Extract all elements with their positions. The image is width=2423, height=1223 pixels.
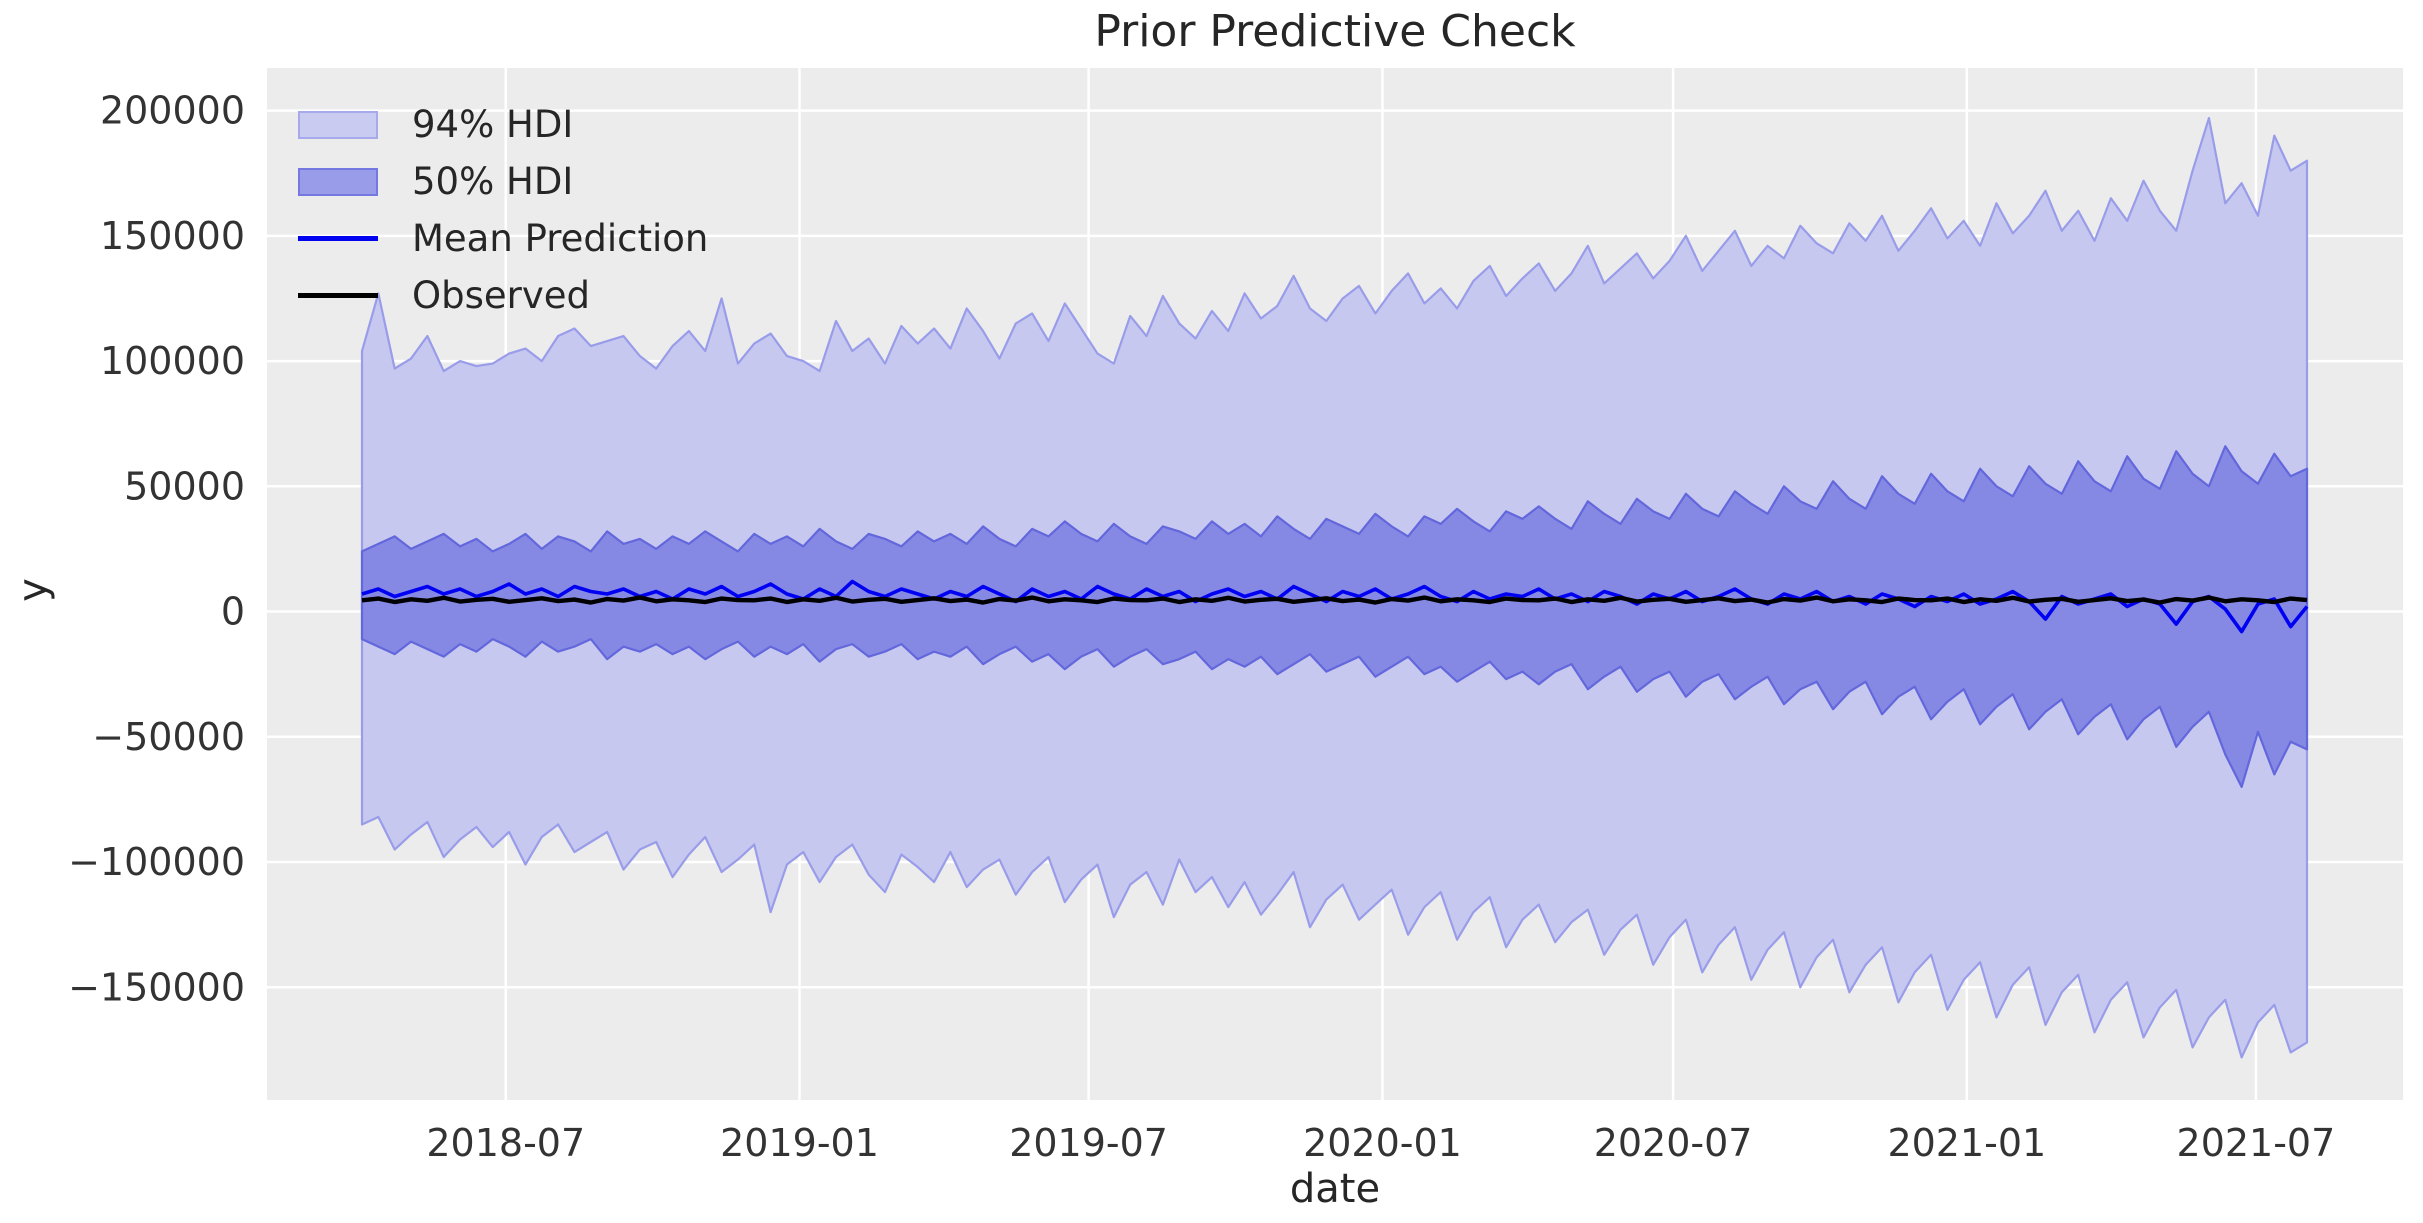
x-tick-label: 2021-07 [2177,1121,2336,1165]
y-tick-label: −50000 [92,715,245,759]
x-tick-label: 2020-01 [1303,1121,1462,1165]
legend-label: Mean Prediction [412,217,709,260]
y-tick-label: 0 [221,590,245,634]
page-title: Prior Predictive Check [1094,6,1576,57]
y-tick-label: 100000 [100,339,245,383]
legend-item-50-hdi: 50% HDI [298,153,708,210]
x-tick-label: 2018-07 [426,1121,585,1165]
observed-line-icon [298,293,378,298]
legend-item-94-hdi: 94% HDI [298,96,708,153]
y-tick-label: 50000 [124,464,245,508]
x-tick-label: 2019-01 [720,1121,879,1165]
hdi94-patch-icon [298,110,378,139]
x-tick-label: 2020-07 [1594,1121,1753,1165]
x-tick-label: 2021-01 [1887,1121,2046,1165]
observed-line [361,595,2308,605]
legend-label: Observed [412,274,591,317]
legend-label: 50% HDI [412,160,574,203]
hdi50-patch-icon [298,167,378,196]
legend-item-observed: Observed [298,267,708,324]
y-axis-label: y [10,578,56,602]
y-tick-label: 150000 [100,214,245,258]
y-tick-label: 200000 [100,89,245,133]
legend: 94% HDI 50% HDI Mean Prediction Observed [298,96,708,324]
x-axis-label: date [1289,1166,1381,1212]
legend-item-mean: Mean Prediction [298,210,708,267]
mean-prediction-line [361,579,2309,634]
hdi50-band [360,445,2309,788]
x-tick-label: 2019-07 [1009,1121,1168,1165]
y-tick-label: −100000 [68,840,245,884]
legend-label: 94% HDI [412,103,574,146]
mean-line-icon [298,236,378,241]
y-tick-label: −150000 [68,965,245,1009]
